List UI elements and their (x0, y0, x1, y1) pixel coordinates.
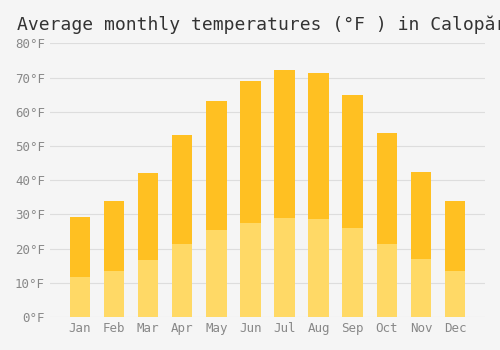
Bar (104, 202, 124, 317)
Bar (410, 259, 431, 317)
Bar (70, 217, 90, 317)
Bar (308, 73, 329, 317)
Bar (274, 218, 294, 317)
Bar (376, 133, 397, 317)
Bar (138, 259, 158, 317)
Bar (240, 223, 260, 317)
Bar (104, 271, 124, 317)
Bar (308, 219, 329, 317)
Bar (172, 135, 193, 317)
Bar (342, 95, 363, 317)
Bar (376, 133, 397, 317)
Bar (138, 173, 158, 317)
Bar (206, 100, 227, 317)
Bar (206, 100, 227, 317)
Bar (206, 231, 227, 317)
Bar (445, 271, 465, 317)
Bar (342, 228, 363, 317)
Bar (308, 73, 329, 317)
Bar (274, 70, 294, 317)
Bar (240, 81, 260, 317)
Bar (445, 202, 465, 317)
Bar (172, 244, 193, 317)
Bar (240, 81, 260, 317)
Bar (70, 277, 90, 317)
Bar (172, 135, 193, 317)
Bar (274, 70, 294, 317)
Bar (410, 173, 431, 317)
Bar (410, 173, 431, 317)
Bar (445, 202, 465, 317)
Title: Average monthly temperatures (°F ) in Calopăru: Average monthly temperatures (°F ) in Ca… (18, 15, 500, 34)
Bar (342, 95, 363, 317)
Bar (104, 202, 124, 317)
Bar (70, 217, 90, 317)
Bar (376, 244, 397, 317)
Bar (138, 173, 158, 317)
